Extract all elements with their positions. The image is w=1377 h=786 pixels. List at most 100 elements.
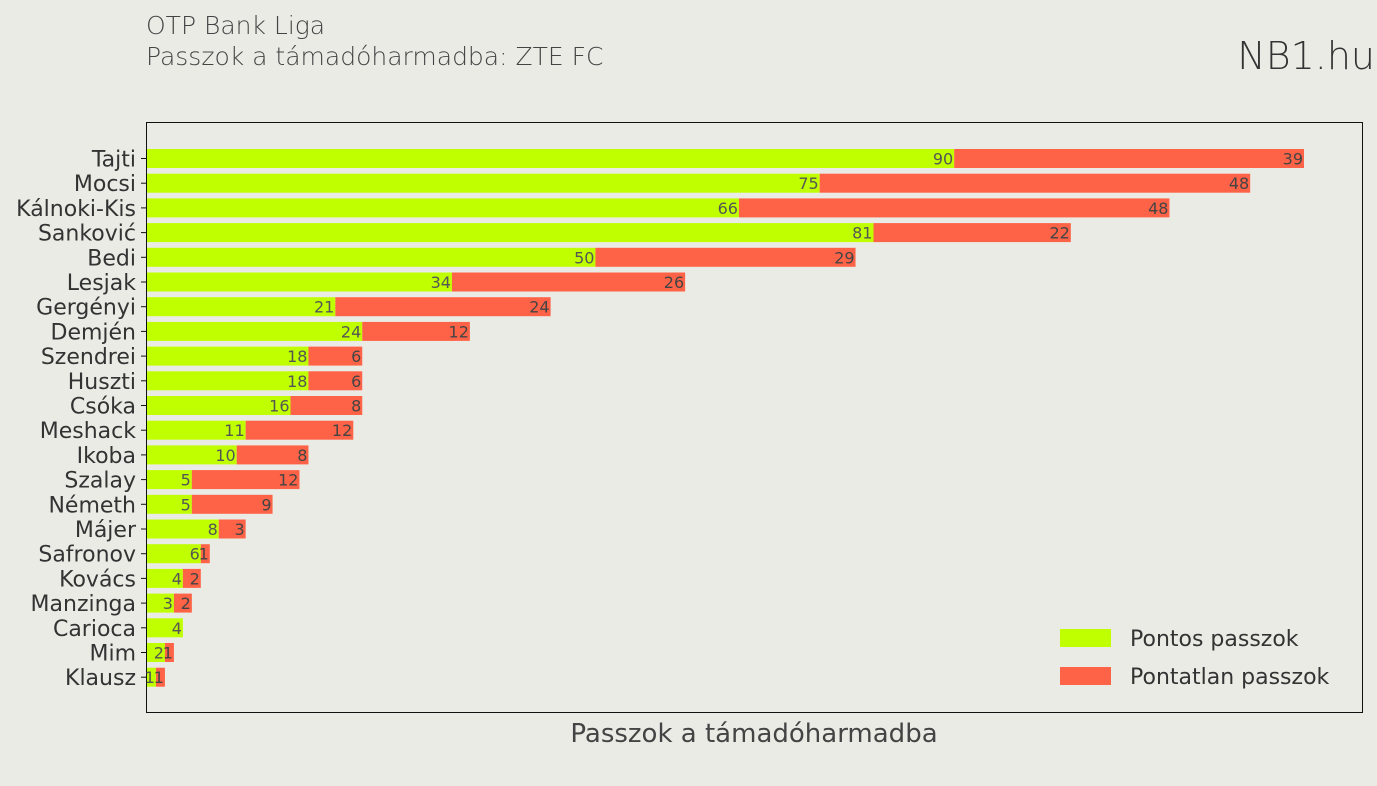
data-label-inaccurate: 8 bbox=[297, 446, 307, 465]
bar-accurate bbox=[147, 445, 237, 465]
legend: Pontos passzok Pontatlan passzok bbox=[1060, 627, 1330, 690]
data-label-accurate: 6 bbox=[190, 545, 200, 564]
y-tick-label: Csóka bbox=[70, 395, 136, 420]
data-label-accurate: 3 bbox=[163, 594, 173, 613]
plot-panel bbox=[146, 122, 1363, 713]
chart-subtitle: Passzok a támadóharmadba: ZTE FC bbox=[146, 42, 604, 71]
data-label-accurate: 11 bbox=[224, 421, 244, 440]
data-label-accurate: 75 bbox=[798, 174, 818, 193]
data-label-inaccurate: 2 bbox=[190, 569, 200, 588]
data-label-inaccurate: 6 bbox=[351, 372, 361, 391]
y-tick-label: Májer bbox=[75, 518, 137, 543]
data-label-inaccurate: 26 bbox=[664, 273, 684, 292]
data-label-accurate: 18 bbox=[287, 372, 307, 391]
bar-accurate bbox=[147, 568, 183, 588]
y-tick-label: Tajti bbox=[91, 148, 136, 173]
y-tick-label: Németh bbox=[48, 493, 136, 518]
chart-title-block: OTP Bank Liga Passzok a támadóharmadba: … bbox=[146, 10, 603, 72]
y-tick-label: Mim bbox=[89, 642, 136, 667]
bar-inaccurate bbox=[954, 149, 1304, 168]
bar-accurate bbox=[147, 643, 165, 662]
bar-inaccurate bbox=[819, 173, 1251, 193]
y-tick-label: Meshack bbox=[40, 419, 136, 444]
y-tick-label: Gergényi bbox=[36, 296, 136, 321]
bar-accurate bbox=[147, 272, 452, 292]
data-label-inaccurate: 24 bbox=[529, 298, 549, 317]
data-label-inaccurate: 1 bbox=[163, 644, 173, 663]
x-axis-label: Passzok a támadóharmadba bbox=[570, 719, 937, 749]
data-label-inaccurate: 1 bbox=[199, 545, 209, 564]
y-tick-label: Demjén bbox=[51, 320, 137, 345]
bar-accurate bbox=[147, 297, 336, 317]
bar-accurate bbox=[147, 321, 363, 341]
data-label-accurate: 34 bbox=[431, 273, 451, 292]
data-label-accurate: 90 bbox=[933, 150, 953, 169]
data-label-accurate: 4 bbox=[172, 569, 182, 588]
data-label-inaccurate: 48 bbox=[1229, 174, 1249, 193]
y-tick-label: Szalay bbox=[64, 469, 136, 494]
bar-accurate bbox=[147, 494, 192, 514]
y-tick-label: Ikoba bbox=[77, 444, 136, 469]
data-label-inaccurate: 48 bbox=[1148, 199, 1168, 218]
legend-label: Pontatlan passzok bbox=[1130, 665, 1330, 690]
data-label-inaccurate: 12 bbox=[449, 322, 469, 341]
data-label-inaccurate: 22 bbox=[1049, 224, 1069, 243]
bar-inaccurate bbox=[200, 544, 210, 564]
bar-accurate bbox=[147, 223, 874, 243]
legend-label: Pontos passzok bbox=[1130, 627, 1299, 652]
bar-inaccurate bbox=[335, 297, 551, 317]
bar-inaccurate bbox=[451, 272, 686, 292]
bar-inaccurate bbox=[245, 420, 354, 440]
bar-inaccurate bbox=[290, 396, 363, 415]
data-label-accurate: 8 bbox=[208, 520, 218, 539]
bar-inaccurate bbox=[362, 321, 470, 341]
bar-inaccurate bbox=[738, 198, 1170, 218]
bar-inaccurate bbox=[155, 667, 165, 687]
y-tick-label: Huszti bbox=[68, 370, 136, 395]
bar-inaccurate bbox=[308, 346, 363, 366]
y-axis-labels: TajtiMocsiKálnoki-KisSankovićBediLesjakG… bbox=[16, 148, 146, 691]
bar-inaccurate bbox=[595, 247, 856, 267]
y-tick-label: Manzinga bbox=[31, 592, 136, 617]
bar-inaccurate bbox=[173, 593, 192, 613]
y-tick-label: Lesjak bbox=[67, 271, 136, 296]
y-tick-label: Klausz bbox=[65, 666, 136, 691]
data-label-accurate: 81 bbox=[852, 224, 872, 243]
data-label-inaccurate: 12 bbox=[278, 471, 298, 490]
data-label-inaccurate: 9 bbox=[261, 495, 271, 514]
data-label-inaccurate: 2 bbox=[181, 594, 191, 613]
bar-accurate bbox=[147, 346, 309, 366]
bar-accurate bbox=[147, 519, 219, 539]
bar-inaccurate bbox=[308, 371, 363, 391]
bar-accurate bbox=[147, 544, 201, 564]
bar-accurate bbox=[147, 149, 955, 168]
data-label-accurate: 66 bbox=[718, 199, 738, 218]
data-label-inaccurate: 29 bbox=[834, 248, 854, 267]
bar-inaccurate bbox=[164, 643, 174, 662]
data-label-accurate: 2 bbox=[154, 644, 164, 663]
data-label-inaccurate: 3 bbox=[234, 520, 244, 539]
bar-inaccurate bbox=[218, 519, 246, 539]
bar-inaccurate bbox=[182, 568, 201, 588]
y-tick-label: Kálnoki-Kis bbox=[16, 197, 136, 222]
data-label-accurate: 10 bbox=[215, 446, 235, 465]
bar-accurate bbox=[147, 618, 183, 638]
bar-accurate bbox=[147, 593, 174, 613]
y-tick-label: Sanković bbox=[38, 222, 136, 247]
bar-inaccurate bbox=[191, 470, 300, 490]
chart-title: OTP Bank Liga bbox=[146, 11, 326, 40]
data-label-accurate: 1 bbox=[145, 668, 155, 687]
data-label-accurate: 24 bbox=[341, 322, 361, 341]
data-label-inaccurate: 39 bbox=[1283, 150, 1303, 169]
data-label-inaccurate: 6 bbox=[351, 347, 361, 366]
y-tick-label: Carioca bbox=[53, 617, 136, 642]
bar-inaccurate bbox=[873, 223, 1071, 243]
data-label-accurate: 50 bbox=[574, 248, 594, 267]
y-tick-label: Szendrei bbox=[41, 345, 136, 370]
brand-logo: NB1.hu bbox=[1237, 34, 1375, 78]
legend-swatch bbox=[1060, 629, 1111, 647]
bar-accurate bbox=[147, 247, 596, 267]
data-label-inaccurate: 12 bbox=[332, 421, 352, 440]
